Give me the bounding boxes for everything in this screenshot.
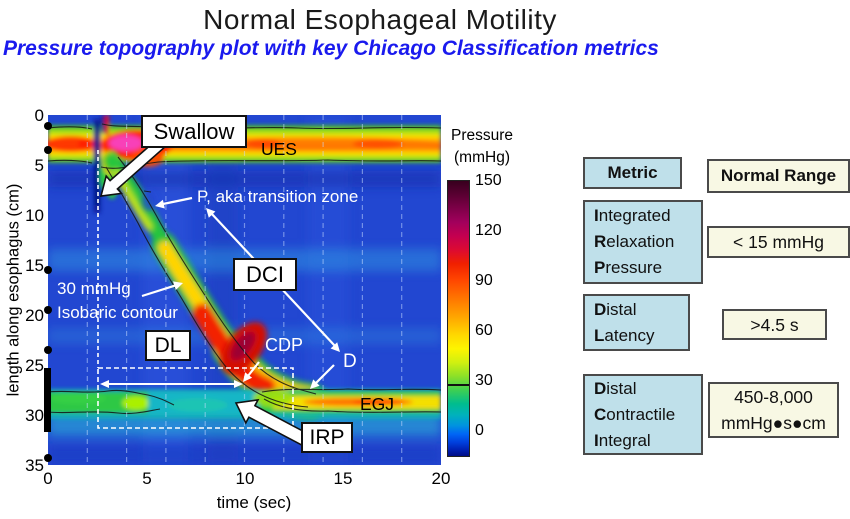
annotation-irp-box: IRP [301, 422, 353, 453]
y-tick-30: 30 [25, 406, 44, 425]
y-tick-15: 15 [25, 256, 44, 275]
x-tick-15: 15 [333, 469, 353, 488]
d-arrow [314, 364, 335, 385]
annotation-swallow-box: Swallow [141, 115, 247, 148]
irp-arrow [234, 398, 311, 447]
annotation-egj: EGJ [360, 394, 395, 414]
y-tick-25: 25 [25, 356, 44, 375]
y-tick-20: 20 [25, 306, 44, 325]
sensor-dots [44, 122, 52, 462]
cdp-arrow [247, 361, 260, 377]
range-line: 450-8,000 [734, 387, 813, 407]
metric-line: Contractile [594, 404, 676, 424]
table-range-dci: 450-8,000 mmHg●s●cm [708, 382, 839, 438]
irp-window-dashed-box [97, 367, 294, 429]
annotation-ues: UES [261, 139, 297, 159]
metric-line: Pressure [594, 258, 663, 277]
metric-line: Distal [594, 378, 637, 398]
y-tick-0: 0 [34, 106, 44, 125]
table-header-normal-range: Normal Range [707, 159, 850, 193]
range-line: mmHg●s●cm [721, 413, 826, 433]
thin-arrows [100, 196, 340, 389]
x-tick-0: 0 [43, 469, 53, 488]
table-range-irp: < 15 mmHg [707, 226, 850, 258]
transition-zone-arrow [162, 196, 193, 206]
page-title: Normal Esophageal Motility [203, 4, 557, 35]
annotation-isobaric-line2: Isobaric contour [57, 303, 178, 322]
x-tick-5: 5 [142, 469, 152, 488]
metric-line: Latency [594, 325, 655, 345]
cbar-tick-90: 90 [475, 272, 493, 289]
annotation-transition-zone: P, aka transition zone [197, 187, 359, 206]
annotation-isobaric-line1: 30 mmHg [57, 279, 131, 298]
table-metric-irp: Integrated Relaxation Pressure [583, 200, 703, 284]
isobaric-contour-arrow [141, 284, 176, 298]
cbar-tick-120: 120 [475, 222, 502, 239]
metric-line: Integrated [594, 206, 671, 225]
table-range-dl: >4.5 s [722, 309, 827, 340]
annotation-cdp: CDP [265, 335, 304, 355]
x-tick-10: 10 [235, 469, 255, 488]
y-tick-10: 10 [25, 206, 44, 225]
y-tick-5: 5 [34, 156, 44, 175]
colorbar [447, 180, 470, 457]
colorbar-30-contour-line [448, 384, 469, 386]
swallow-arrow [99, 138, 165, 197]
cbar-tick-150: 150 [475, 172, 502, 189]
colorbar-title-units: (mmHg) [454, 149, 510, 166]
table-metric-dci: Distal Contractile Integral [583, 374, 703, 455]
cbar-tick-0: 0 [475, 422, 484, 439]
annotation-dl-box: DL [145, 330, 191, 361]
annotation-d: D [343, 351, 357, 372]
table-metric-dl: Distal Latency [583, 294, 690, 351]
x-axis-label: time (sec) [216, 493, 292, 512]
annotation-dci-box: DCI [233, 258, 297, 291]
metric-line: Integral [594, 430, 651, 450]
table-header-metric: Metric [583, 157, 682, 189]
cbar-tick-60: 60 [475, 322, 493, 339]
y-tick-35: 35 [25, 456, 44, 475]
sleeve-sensor-bar [44, 368, 51, 432]
colorbar-title: Pressure [450, 127, 514, 144]
x-tick-20: 20 [431, 469, 451, 488]
cbar-tick-30: 30 [475, 372, 493, 389]
metric-line: Distal [594, 299, 637, 319]
page-subtitle: Pressure topography plot with key Chicag… [3, 37, 659, 60]
metric-line: Relaxation [594, 232, 675, 251]
